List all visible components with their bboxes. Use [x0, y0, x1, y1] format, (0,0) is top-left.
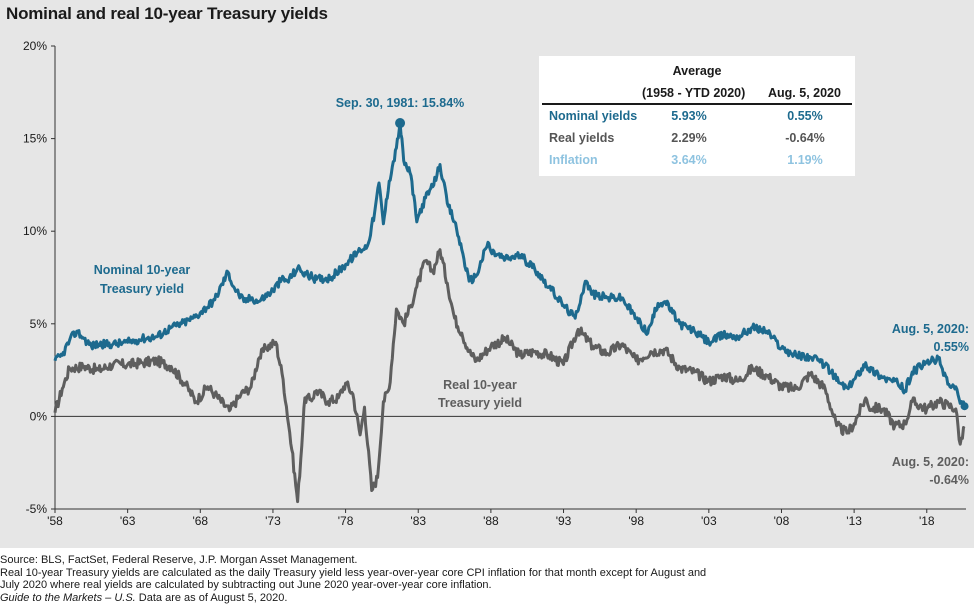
footer-date: Data are as of August 5, 2020.: [135, 591, 288, 604]
row-current: 0.55%: [787, 109, 823, 123]
y-tick-label: 20%: [23, 39, 47, 53]
real-yield-line: [53, 248, 966, 504]
row-avg: 3.64%: [671, 153, 707, 167]
nominal-end-label-line2: 0.55%: [934, 340, 969, 354]
table-row-inflation: Inflation 3.64% 1.19%: [540, 153, 854, 173]
row-label: Inflation: [549, 153, 598, 167]
table-row-nominal: Nominal yields 5.93% 0.55%: [540, 109, 854, 129]
y-tick-label: -5%: [26, 502, 48, 516]
table-col-period: (1958 - YTD 2020): [642, 86, 746, 100]
y-tick-label: 10%: [23, 224, 47, 238]
nominal-label-line1: Nominal 10-year: [94, 263, 191, 277]
row-current: 1.19%: [787, 153, 823, 167]
x-tick-label: '73: [265, 514, 281, 528]
x-tick-label: '18: [919, 514, 935, 528]
x-tick-label: '93: [556, 514, 572, 528]
x-tick-label: '78: [338, 514, 354, 528]
footer-notes: Source: BLS, FactSet, Federal Reserve, J…: [0, 554, 974, 604]
labels: Sep. 30, 1981: 15.84% Nominal 10-year Trea…: [94, 96, 969, 487]
footer-note-1: Real 10-year Treasury yields are calcula…: [0, 566, 707, 579]
y-tick-label: 0%: [30, 409, 48, 423]
axes: -5% 0% 5% 10% 15% 20% '58 '63 '68 '73 '78 '83 '88 '93…: [23, 39, 966, 528]
x-tick-label: '83: [410, 514, 426, 528]
footer-source: Source: BLS, FactSet, Federal Reserve, J…: [0, 554, 358, 566]
row-label: Real yields: [549, 131, 615, 145]
nominal-end-label-line1: Aug. 5, 2020:: [892, 322, 969, 336]
series: [53, 118, 969, 504]
row-avg: 2.29%: [671, 131, 707, 145]
x-tick-label: '63: [120, 514, 136, 528]
x-tick-label: '98: [628, 514, 644, 528]
x-tick-label: '03: [701, 514, 717, 528]
real-end-label-line2: -0.64%: [929, 473, 969, 487]
x-tick-label: '88: [483, 514, 499, 528]
footer-note-2: July 2020 where real yields are calculat…: [0, 579, 492, 591]
table-row-real: Real yields 2.29% -0.64%: [540, 131, 854, 151]
table-rule: [542, 103, 852, 105]
averages-table: Average (1958 - YTD 2020) Aug. 5, 2020 N…: [539, 56, 855, 176]
real-label-line2: Treasury yield: [438, 396, 522, 410]
table-header-average: Average: [672, 64, 722, 78]
nominal-label-line2: Treasury yield: [100, 282, 184, 296]
chart-title: Nominal and real 10-year Treasury yields: [6, 4, 328, 23]
nominal-end-marker: [960, 402, 969, 411]
y-tick-label: 15%: [23, 132, 47, 146]
peak-marker: [395, 118, 406, 129]
row-avg: 5.93%: [671, 109, 707, 123]
row-current: -0.64%: [785, 131, 825, 145]
table-col-current: Aug. 5, 2020: [768, 86, 841, 100]
nominal-yield-line: [53, 121, 966, 407]
row-label: Nominal yields: [549, 109, 638, 123]
x-tick-label: '58: [47, 514, 63, 528]
x-tick-label: '08: [774, 514, 790, 528]
chart-svg: -5% 0% 5% 10% 15% 20% '58 '63 '68 '73 '78 '83 '88 '93…: [23, 39, 969, 528]
peak-annotation: Sep. 30, 1981: 15.84%: [336, 96, 465, 110]
real-label-line1: Real 10-year: [443, 378, 517, 392]
real-end-label-line1: Aug. 5, 2020:: [892, 455, 969, 469]
x-tick-label: '13: [846, 514, 862, 528]
x-tick-label: '68: [192, 514, 208, 528]
footer-guide-title: Guide to the Markets – U.S.: [0, 591, 136, 604]
y-tick-label: 5%: [30, 317, 48, 331]
footer-asof: Guide to the Markets – U.S. Data are as …: [0, 592, 974, 604]
